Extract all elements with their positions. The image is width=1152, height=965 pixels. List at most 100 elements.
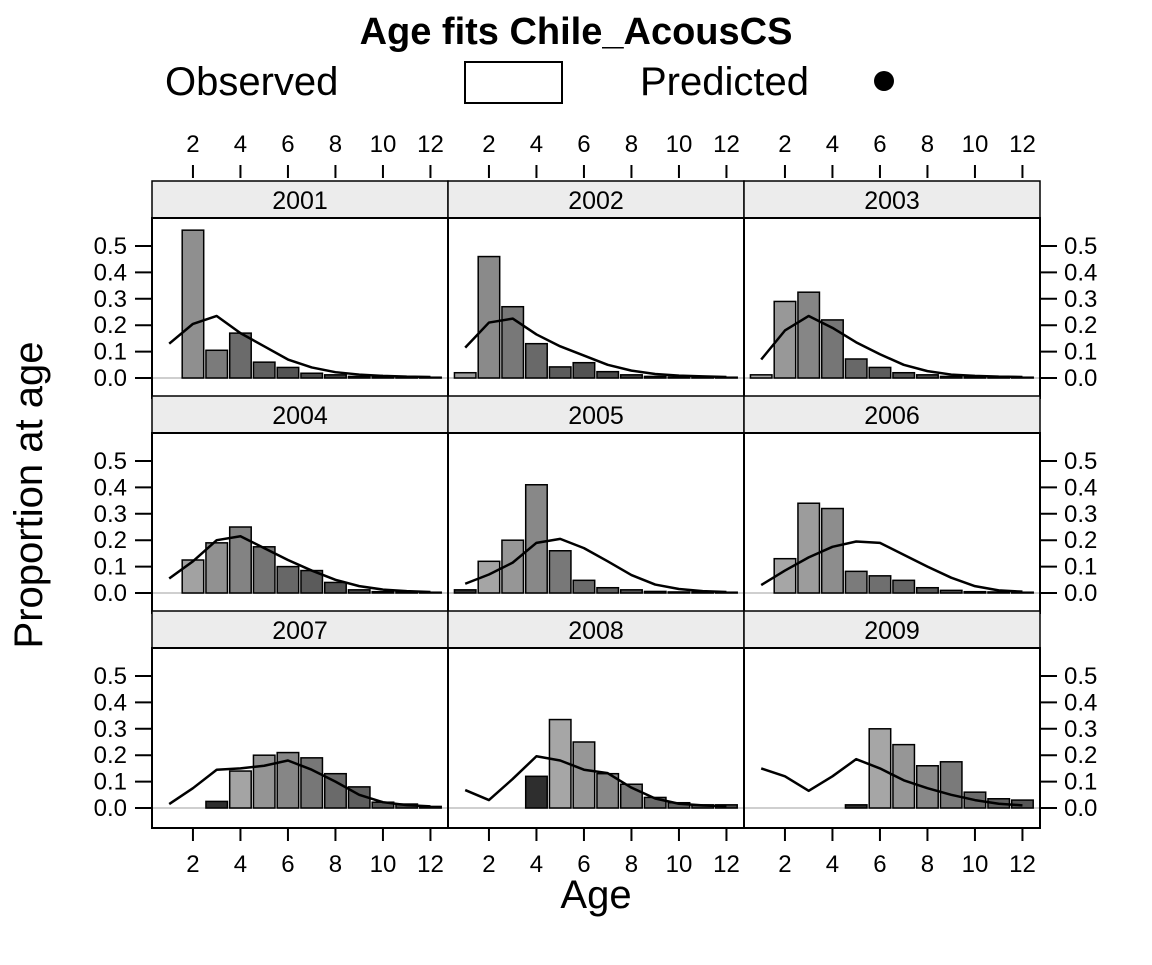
x-axis-top-tick-label: 4 (234, 131, 247, 158)
observed-bar-age-8 (323, 772, 347, 809)
panel-border (743, 647, 1041, 829)
observed-bar-age-12 (1010, 591, 1034, 594)
observed-bar-age-7 (596, 586, 620, 594)
y-axis-right-tick-label: 0.1 (1064, 769, 1097, 796)
panel-strip-year-label: 2005 (568, 402, 624, 430)
observed-bar-age-4 (228, 526, 252, 594)
panel-2002: 2002 (447, 180, 745, 399)
observed-bar-age-5 (252, 754, 276, 809)
y-axis-label: Proportion at age (7, 342, 51, 649)
panel-strip-year-label: 2009 (864, 617, 920, 645)
panel-2009: 2009 (743, 610, 1041, 829)
observed-bar-age-2 (181, 559, 205, 594)
observed-bar-age-4 (228, 332, 252, 379)
observed-bar-age-11 (987, 591, 1011, 594)
x-axis-bottom-tick-label: 6 (281, 851, 294, 878)
predicted-line (168, 314, 431, 379)
observed-bar-age-5 (548, 366, 572, 379)
x-axis-top-tick-label: 10 (370, 131, 397, 158)
predicted-line (760, 540, 1023, 593)
panels-container: 2 2 4 4 6 6 8 8 10 10 12 12 2 2 4 4 6 6 8 8 10 10 12 12 2 2 4 4 6 6 8 8… (94, 131, 1098, 878)
x-axis-bottom-tick-label: 12 (417, 851, 444, 878)
panel-2003: 2003 (743, 180, 1041, 399)
predicted-line (760, 757, 1023, 807)
observed-bar-age-8 (915, 374, 939, 379)
x-axis-bottom-tick-label: 4 (826, 851, 839, 878)
y-axis-left-tick-label: 0.1 (94, 554, 127, 581)
observed-bar-age-7 (596, 370, 620, 379)
y-axis-left-tick-label: 0.5 (94, 233, 127, 260)
observed-bar-age-7 (892, 371, 916, 379)
panel-strip-year-label: 2007 (272, 617, 328, 645)
observed-bar-age-3 (501, 305, 525, 379)
observed-bar-age-4 (524, 484, 548, 594)
observed-bar-age-6 (276, 565, 300, 594)
x-axis-top-tick-label: 12 (1009, 131, 1036, 158)
y-axis-left-tick-label: 0.2 (94, 742, 127, 769)
y-axis-right-tick-label: 0.1 (1064, 554, 1097, 581)
y-axis-right-tick-label: 0.0 (1064, 365, 1097, 392)
panel-strip (447, 395, 745, 434)
observed-bar-age-9 (347, 375, 371, 379)
y-axis-right-tick-label: 0.3 (1064, 716, 1097, 743)
y-axis-left-tick-label: 0.3 (94, 286, 127, 313)
observed-bar-age-8 (619, 374, 643, 379)
x-axis-top-tick-label: 6 (281, 131, 294, 158)
y-axis-right-tick-label: 0.5 (1064, 233, 1097, 260)
x-axis-top-tick-label: 2 (186, 131, 199, 158)
y-axis-right-tick-label: 0.1 (1064, 339, 1097, 366)
y-axis-left-tick-label: 0.1 (94, 339, 127, 366)
y-axis-left-tick-label: 0.1 (94, 769, 127, 796)
observed-bar-age-4 (524, 775, 548, 809)
observed-bar-age-2 (181, 229, 205, 379)
x-axis-top-tick-label: 6 (577, 131, 590, 158)
panel-strip (743, 180, 1041, 219)
x-axis-top-tick-label: 10 (962, 131, 989, 158)
x-axis-top-tick-label: 4 (826, 131, 839, 158)
y-axis-right-tick-label: 0.4 (1064, 689, 1097, 716)
observed-bar-age-5 (844, 570, 868, 594)
panel-strip-year-label: 2001 (272, 187, 328, 215)
panel-2006: 2006 (743, 395, 1041, 614)
y-axis-right-tick-label: 0.5 (1064, 663, 1097, 690)
x-axis-bottom-tick-label: 6 (873, 851, 886, 878)
legend-predicted-label: Predicted (640, 60, 809, 104)
x-axis-bottom-tick-label: 10 (370, 851, 397, 878)
x-axis-top-tick-label: 6 (873, 131, 886, 158)
legend: Observed Predicted (165, 60, 894, 104)
y-axis-right-tick-label: 0.2 (1064, 527, 1097, 554)
y-axis-left-tick-label: 0.0 (94, 580, 127, 607)
y-axis-right-tick-label: 0.0 (1064, 580, 1097, 607)
observed-bar-age-8 (619, 589, 643, 594)
panel-strip (743, 395, 1041, 434)
observed-bar-age-4 (228, 770, 252, 809)
observed-bar-age-6 (572, 741, 596, 809)
panel-2004: 2004 (151, 395, 449, 614)
observed-bar-age-10 (963, 590, 987, 594)
observed-bar-age-6 (868, 575, 892, 594)
x-axis-bottom-tick-label: 2 (778, 851, 791, 878)
observed-bar-age-1 (453, 589, 477, 594)
x-axis-bottom-tick-label: 2 (186, 851, 199, 878)
x-axis-bottom-tick-label: 4 (234, 851, 247, 878)
observed-bar-age-2 (477, 255, 501, 379)
observed-bar-age-1 (749, 374, 773, 379)
x-axis-top-tick-label: 4 (530, 131, 543, 158)
y-axis-left-tick-label: 0.4 (94, 689, 127, 716)
y-axis-right-tick-label: 0.2 (1064, 742, 1097, 769)
observed-bar-age-7 (892, 743, 916, 809)
y-axis-left-tick-label: 0.0 (94, 795, 127, 822)
x-axis-top-tick-label: 8 (921, 131, 934, 158)
x-axis-bottom-tick-label: 8 (625, 851, 638, 878)
x-axis-bottom-tick-label: 2 (482, 851, 495, 878)
observed-bar-age-10 (667, 591, 691, 594)
y-axis-left-tick-label: 0.5 (94, 663, 127, 690)
y-axis-right-tick-label: 0.4 (1064, 259, 1097, 286)
panel-2008: 2008 (447, 610, 745, 829)
observed-bar-age-8 (323, 581, 347, 594)
y-axis-left-tick-label: 0.5 (94, 448, 127, 475)
observed-bar-age-5 (844, 358, 868, 379)
predicted-line (464, 537, 727, 594)
x-axis-bottom-tick-label: 8 (329, 851, 342, 878)
